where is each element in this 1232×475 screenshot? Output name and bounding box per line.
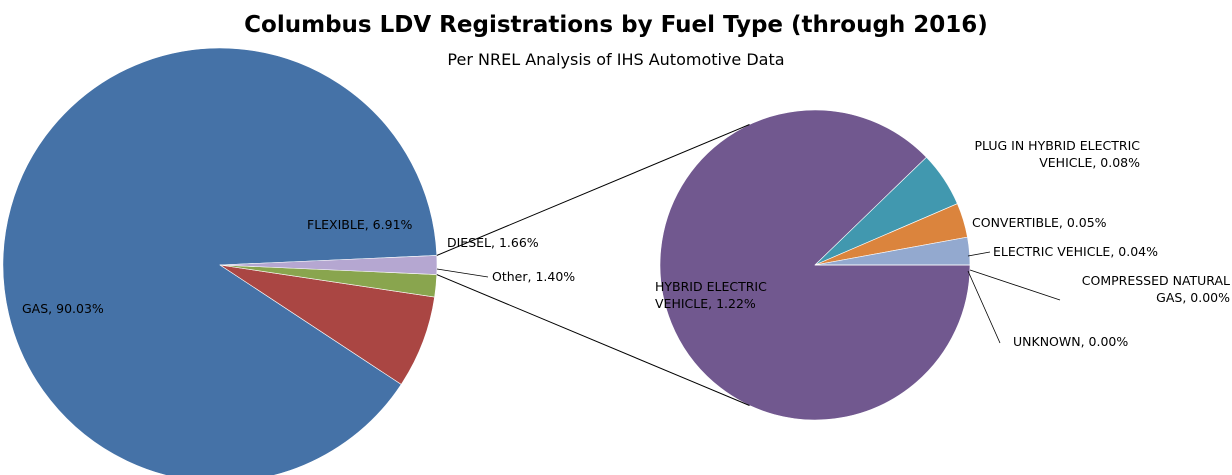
leader-line: [967, 251, 991, 257]
connector-line: [436, 274, 750, 406]
data-label: Other, 1.40%: [492, 269, 576, 284]
data-label: COMPRESSED NATURAL GAS, 0.00%: [1081, 273, 1230, 305]
data-label: GAS, 90.03%: [22, 301, 104, 316]
data-label: ELECTRIC VEHICLE, 0.04%: [993, 244, 1158, 259]
pie-slice: [219, 255, 438, 275]
data-label: FLEXIBLE, 6.91%: [307, 217, 413, 232]
data-label: PLUG IN HYBRID ELECTRIC VEHICLE, 0.08%: [974, 138, 1140, 170]
pie-slice: [2, 47, 438, 475]
leader-line: [969, 269, 1061, 301]
chart-title: Columbus LDV Registrations by Fuel Type …: [244, 12, 988, 38]
leader-line: [436, 268, 489, 278]
data-label: HYBRID ELECTRIC VEHICLE, 1.22%: [655, 279, 767, 311]
chart-subtitle: Per NREL Analysis of IHS Automotive Data: [447, 50, 785, 69]
leader-line: [967, 270, 1001, 344]
connector-line: [436, 124, 750, 256]
data-label: DIESEL, 1.66%: [447, 235, 539, 250]
data-label: UNKNOWN, 0.00%: [1013, 334, 1129, 349]
data-label: CONVERTIBLE, 0.05%: [972, 215, 1107, 230]
